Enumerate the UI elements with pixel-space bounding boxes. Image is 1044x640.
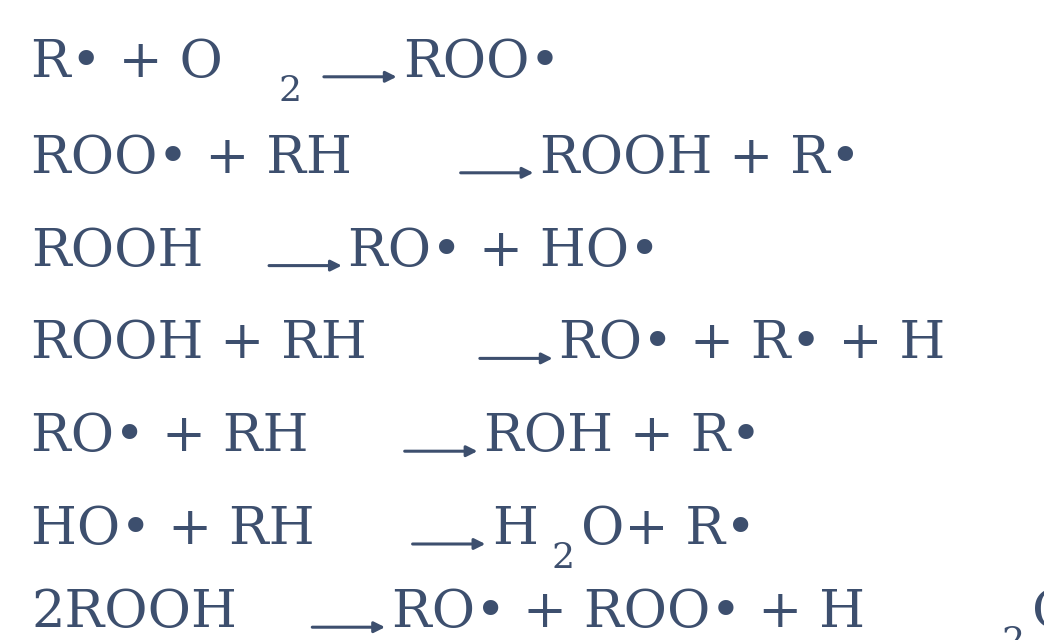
Text: RO• + ROO• + H: RO• + ROO• + H bbox=[392, 588, 864, 638]
Text: RO• + HO•: RO• + HO• bbox=[349, 226, 661, 276]
Text: ROOH: ROOH bbox=[31, 226, 204, 276]
Text: 2: 2 bbox=[279, 74, 302, 108]
Text: H: H bbox=[492, 504, 538, 555]
Text: O: O bbox=[1031, 588, 1044, 638]
Text: RO• + R• + H: RO• + R• + H bbox=[560, 318, 946, 369]
Text: R• + O: R• + O bbox=[31, 36, 223, 88]
Text: 2ROOH: 2ROOH bbox=[31, 588, 237, 638]
Text: ROO•: ROO• bbox=[403, 36, 561, 88]
Text: ROOH + R•: ROOH + R• bbox=[540, 133, 861, 184]
Text: HO• + RH: HO• + RH bbox=[31, 504, 315, 555]
Text: 2: 2 bbox=[551, 541, 574, 575]
Text: ROH + R•: ROH + R• bbox=[484, 412, 761, 462]
Text: ROOH + RH: ROOH + RH bbox=[31, 318, 367, 369]
Text: 2: 2 bbox=[1002, 625, 1025, 640]
Text: ROO• + RH: ROO• + RH bbox=[31, 133, 352, 184]
Text: RO• + RH: RO• + RH bbox=[31, 412, 309, 462]
Text: O+ R•: O+ R• bbox=[580, 504, 756, 555]
